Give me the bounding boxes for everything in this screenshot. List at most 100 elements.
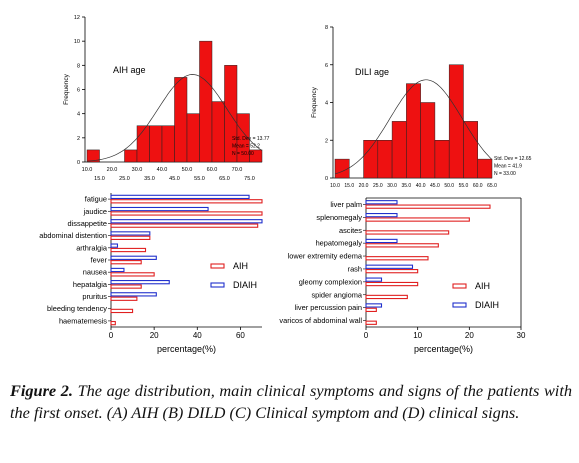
panel-c-category-label: pruritus (82, 292, 107, 301)
panel-a-x-tick-label: 20.0 (107, 167, 118, 173)
panel-c-bar-diaih (110, 243, 119, 248)
panel-b-bar (463, 121, 478, 179)
panel-a-bar (174, 77, 188, 163)
panel-c-bar-diaih (110, 280, 170, 285)
panel-c-bar-aih (110, 296, 138, 301)
panel-a-bar (149, 125, 163, 163)
figure-caption: Figure 2. The age distribution, main cli… (10, 380, 572, 424)
panel-a-bar (161, 125, 175, 163)
panel-c-bar-aih (110, 247, 147, 253)
panel-d-bar-aih (365, 217, 470, 222)
panel-d-bar-aih (365, 281, 419, 287)
panel-d-bar-aih (365, 268, 419, 274)
panel-c-category-label: haematemesis (59, 316, 107, 325)
panel-b-bar (434, 140, 450, 179)
panel-d-legend-label-diaih: DIAIH (475, 300, 499, 310)
panel-b-x-tick-label: 65.0 (487, 183, 497, 189)
panel-d-category-label: varicos of abdominal wall (279, 316, 362, 325)
panel-b-bar (420, 102, 436, 179)
panel-b-x-tick-label: 50.0 (444, 183, 454, 189)
panel-b-x-tick-label: 25.0 (373, 183, 383, 189)
panel-a-x-tick-label: 40.0 (157, 167, 168, 173)
panel-b-bar (448, 64, 464, 179)
panel-a-y-tick-label: 0 (77, 160, 80, 166)
panel-b-bar (377, 140, 393, 179)
panel-b-bar (406, 83, 421, 179)
panel-c-bar-aih (110, 211, 263, 216)
panel-a-x-tick-label: 65.0 (219, 176, 230, 182)
panel-a-bar (86, 149, 100, 163)
panel-a-bar (236, 113, 250, 163)
panel-d-bar-aih (365, 294, 408, 300)
panel-a-x-tick-label: 70.0 (232, 167, 243, 173)
panel-a-bar (211, 101, 225, 163)
panel-c-bar-diaih (110, 292, 157, 297)
panel-c-x-label: percentage(%) (157, 344, 216, 354)
panel-d-category-label: liver palm (330, 200, 362, 209)
panel-a-x-tick-label: 15.0 (94, 176, 105, 182)
panel-c-bar-diaih (110, 219, 263, 224)
panel-c-bar-aih (110, 308, 134, 314)
panel-d-x-tick-label: 0 (364, 331, 369, 340)
panel-d-x-label: percentage(%) (414, 344, 473, 354)
panel-a-y-tick-label: 6 (77, 88, 80, 94)
panel-d-bar-diaih (365, 264, 414, 269)
panel-b-y-tick-label: 8 (325, 25, 328, 31)
panel-c-category-label: abdominal distention (39, 231, 107, 240)
panel-d-x-tick-label: 10 (413, 331, 422, 340)
panel-b-x-tick-label: 30.0 (387, 183, 397, 189)
panel-b-x-tick-label: 45.0 (430, 183, 440, 189)
panel-b-stat-line: N = 33.00 (494, 171, 516, 177)
panel-d-category-label: ascites (339, 226, 362, 235)
panel-b-x-tick-label: 55.0 (459, 183, 469, 189)
panel-b-bar (391, 121, 407, 179)
panel-a-y-tick-label: 10 (74, 39, 80, 45)
panel-d-bar-diaih (365, 200, 398, 205)
panel-c-bar-diaih (110, 231, 151, 236)
panel-c-x-tick-label: 60 (236, 331, 245, 340)
panel-a-x-tick-label: 10.0 (82, 167, 93, 173)
panel-c-category-label: dissappetite (68, 219, 107, 228)
panel-c-legend-label-diaih: DIAIH (233, 280, 257, 290)
panel-b-stat-line: Std. Dev = 12.65 (494, 156, 532, 162)
panel-b-normal-curve (334, 79, 493, 175)
panel-d-bar-aih (365, 320, 377, 325)
panel-c-bar-aih (110, 199, 263, 204)
caption-text: The age distribution, main clinical symp… (10, 381, 572, 422)
panel-c-legend-swatch-diaih (210, 282, 225, 288)
panel-d-category-label: rash (348, 264, 362, 273)
panel-c-bar-aih (110, 235, 151, 240)
panel-a-bar (124, 149, 138, 163)
panel-b-x-tick-label: 35.0 (401, 183, 411, 189)
panel-c-bar-aih (110, 284, 142, 289)
panel-d-x-tick-label: 20 (465, 331, 474, 340)
panel-b-y-tick-label: 4 (325, 101, 328, 107)
panel-b-x-tick-label: 10.0 (330, 183, 340, 189)
panel-b-bar (363, 140, 379, 179)
panel-c-bar-diaih (110, 255, 157, 260)
panel-d-legend-label-aih: AIH (475, 281, 490, 291)
panel-b-x-tick-label: 20.0 (359, 183, 369, 189)
panel-c-category-label: bleeding tendency (47, 304, 107, 313)
panel-d-category-label: splenomegaly (316, 213, 362, 222)
panel-a-y-tick-label: 4 (77, 112, 80, 118)
panel-c-category-label: fever (91, 256, 108, 265)
panel-a-bar (186, 113, 200, 163)
panel-c-category-label: hepatalgia (73, 280, 108, 289)
panel-d-bar-aih (365, 307, 377, 313)
panel-c-bar-aih (110, 320, 116, 326)
panel-d-category-label: liver percussion pain (295, 303, 362, 312)
panel-a-x-tick-label: 50.0 (182, 167, 193, 173)
panel-d-bar-aih (365, 256, 429, 261)
panel-b-stat-line: Mean = 41.9 (494, 164, 522, 170)
panel-d-category-label: hepatomegaly (316, 239, 363, 248)
panel-a-y-tick-label: 12 (74, 15, 80, 21)
panel-c-bar-diaih (110, 206, 209, 212)
panel-d-category-label: lower extremity edema (288, 252, 363, 261)
panel-a-x-tick-label: 60.0 (207, 167, 218, 173)
panel-b-x-tick-label: 60.0 (473, 183, 483, 189)
panel-d-legend-swatch-aih (452, 283, 467, 289)
panel-d-bar-aih (365, 230, 450, 235)
panel-c-bar-aih (110, 272, 155, 277)
panel-c-x-tick-label: 20 (150, 331, 159, 340)
